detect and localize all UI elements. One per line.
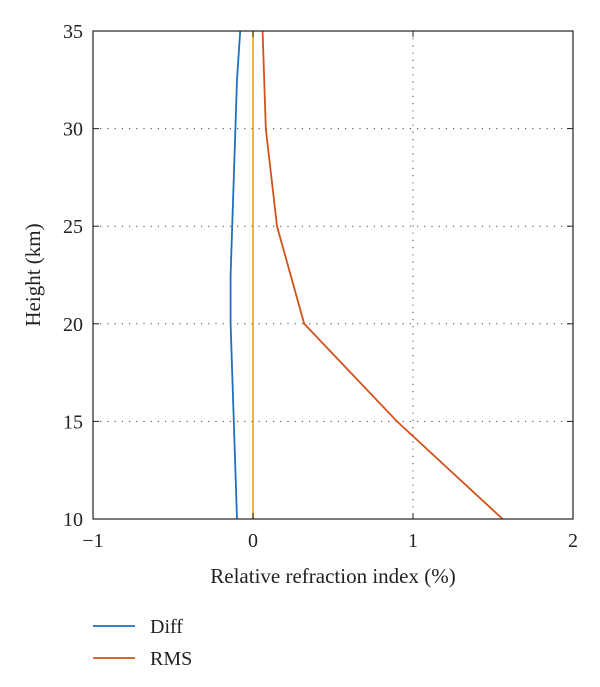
plot-frame — [92, 30, 574, 520]
ticks — [92, 30, 574, 520]
x-tick-label: 1 — [408, 530, 418, 552]
y-tick-label: 25 — [63, 216, 83, 238]
y-tick-label: 10 — [63, 509, 83, 531]
legend: Diff RMS — [93, 616, 192, 670]
legend-label-diff: Diff — [150, 616, 183, 638]
grid — [93, 31, 573, 519]
tick-labels: −1 0 1 2 10 15 20 25 30 35 — [63, 21, 578, 552]
x-axis-title: Relative refraction index (%) — [210, 564, 455, 588]
series-line-rms — [261, 30, 504, 520]
series-line-diff — [229, 30, 242, 520]
series-layer — [229, 30, 504, 520]
legend-label-rms: RMS — [150, 648, 192, 670]
x-tick-label: 0 — [248, 530, 258, 552]
x-tick-label: 2 — [568, 530, 578, 552]
y-tick-label: 35 — [63, 21, 83, 43]
y-tick-label: 20 — [63, 314, 83, 336]
y-tick-label: 15 — [63, 411, 83, 433]
x-tick-label: −1 — [82, 530, 103, 552]
y-axis-title: Height (km) — [21, 223, 45, 326]
y-tick-label: 30 — [63, 119, 83, 141]
